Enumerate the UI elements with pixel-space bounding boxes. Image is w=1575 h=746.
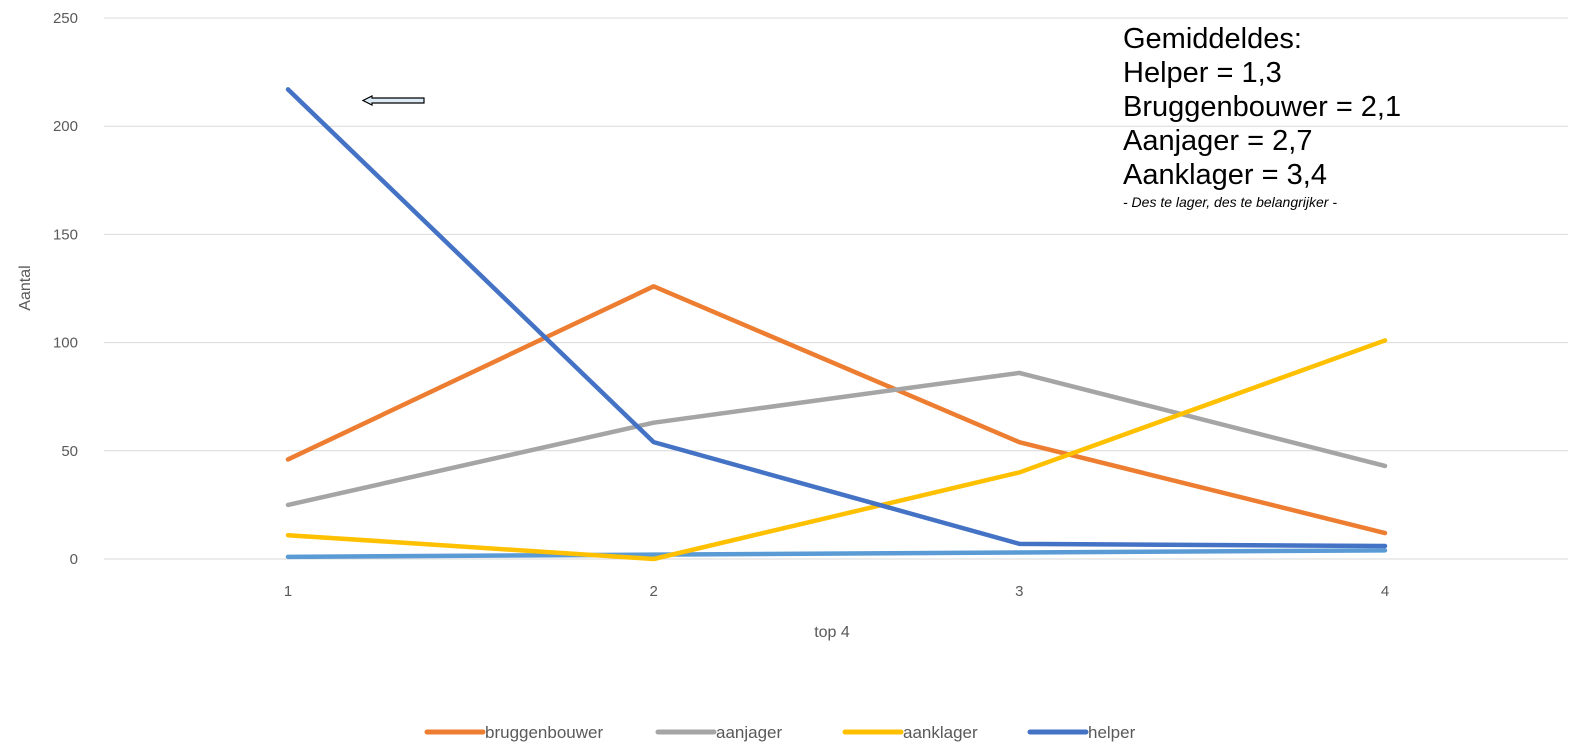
- gridlines: [104, 17, 1568, 560]
- x-tick-label: 1: [284, 583, 292, 600]
- x-tick-label: 4: [1381, 583, 1389, 600]
- y-tick-label: 200: [53, 118, 78, 135]
- x-tick-label: 3: [1015, 583, 1023, 600]
- y-axis-ticks: 0 50 100 150 200 250: [53, 10, 78, 568]
- series-line-aanjager: [285, 370, 1388, 508]
- y-axis-title: Aantal: [17, 265, 34, 310]
- series-line-bruggenbouwer: [285, 284, 1388, 536]
- series-line-helper: [285, 87, 1388, 549]
- series-line-unnamed: [285, 548, 1388, 560]
- annotation-bruggenbouwer-average: Bruggenbouwer = 2,1: [1123, 91, 1402, 123]
- annotation-heading: Gemiddeldes:: [1123, 23, 1302, 55]
- legend-label-aanjager: aanjager: [716, 723, 783, 742]
- legend-label-aanklager: aanklager: [903, 723, 978, 742]
- y-tick-label: 100: [53, 335, 78, 352]
- y-tick-label: 0: [70, 551, 78, 568]
- x-tick-label: 2: [649, 583, 657, 600]
- x-axis-ticks: 1 2 3 4: [284, 583, 1389, 600]
- y-tick-label: 250: [53, 10, 78, 27]
- series-line-aanklager: [285, 338, 1388, 562]
- y-tick-label: 150: [53, 226, 78, 243]
- legend-label-helper: helper: [1088, 723, 1136, 742]
- legend-label-bruggenbouwer: bruggenbouwer: [485, 723, 603, 742]
- legend: bruggenbouwer aanjager aanklager helper: [424, 723, 1136, 742]
- y-tick-label: 50: [61, 443, 78, 460]
- annotation-aanjager-average: Aanjager = 2,7: [1123, 125, 1313, 157]
- averages-annotation: Gemiddeldes: Helper = 1,3 Bruggenbouwer …: [1123, 22, 1543, 211]
- series-lines: [285, 87, 1388, 562]
- x-axis-title: top 4: [814, 624, 850, 641]
- annotation-aanklager-average: Aanklager = 3,4: [1123, 159, 1327, 191]
- left-arrow-icon: [361, 95, 425, 106]
- annotation-note: - Des te lager, des te belangrijker -: [1123, 194, 1337, 210]
- annotation-helper-average: Helper = 1,3: [1123, 57, 1282, 89]
